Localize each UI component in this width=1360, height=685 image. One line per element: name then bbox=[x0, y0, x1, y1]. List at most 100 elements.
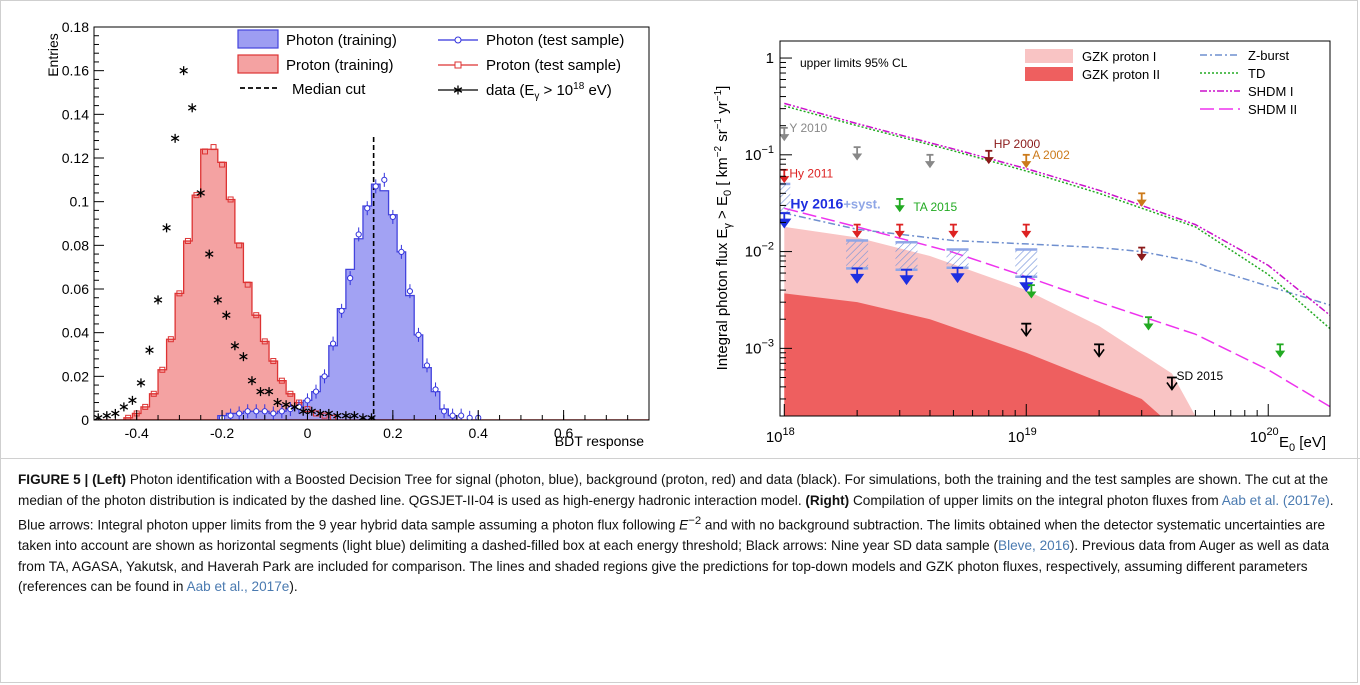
data-point-stroke bbox=[102, 412, 112, 419]
legend-swatch-photon-training bbox=[237, 29, 279, 49]
legend-label-photon-training: Photon (training) bbox=[286, 32, 397, 49]
model-line-td bbox=[784, 105, 1330, 330]
upper-limit-arrow bbox=[894, 198, 905, 213]
data-point bbox=[281, 400, 291, 410]
photon-test-point bbox=[458, 412, 465, 419]
proton-test-point bbox=[330, 414, 337, 420]
data-point bbox=[247, 376, 257, 386]
arrow-head bbox=[1275, 350, 1286, 358]
arrow-head bbox=[894, 205, 905, 213]
data-point-stroke bbox=[222, 312, 231, 319]
figure-divider bbox=[0, 458, 1360, 459]
proton-training-histogram bbox=[123, 148, 338, 420]
data-point-stroke bbox=[153, 297, 163, 303]
sd2015-limit-arrow bbox=[1166, 376, 1178, 391]
proton-test-point bbox=[150, 390, 157, 397]
legend-label-td: TD bbox=[1248, 66, 1265, 81]
right-ylabel: Integral photon flux Eγ > E0 [ km−2 sr−1… bbox=[713, 86, 734, 371]
photon-test-point bbox=[321, 373, 328, 380]
right-legend: GZK proton I GZK proton II Z-burst TD SHDM I… bbox=[1025, 48, 1297, 117]
upper-limit-arrow bbox=[1026, 284, 1037, 299]
upper-limit-arrow bbox=[1021, 153, 1032, 169]
legend-label-gzk-proton-ii: GZK proton II bbox=[1082, 67, 1160, 82]
caption-right-text-5: ). bbox=[289, 579, 298, 595]
photon-test-point bbox=[423, 362, 431, 369]
figure-caption: FIGURE 5 | (Left) Photon identification … bbox=[18, 470, 1343, 598]
data-point bbox=[316, 408, 325, 418]
legend-label-proton-training: Proton (training) bbox=[286, 57, 394, 74]
proton-test-point bbox=[219, 161, 226, 168]
data-point bbox=[179, 66, 188, 76]
data-point bbox=[350, 411, 359, 420]
proton-test-point bbox=[287, 390, 294, 397]
legend-marker-data bbox=[453, 87, 463, 93]
data-point bbox=[170, 133, 180, 143]
right-x-tick-label: 1019 bbox=[1008, 426, 1037, 446]
photon-test-point bbox=[440, 408, 448, 415]
legend-swatch-proton-training bbox=[237, 54, 279, 74]
left-x-tick-label: 0.4 bbox=[468, 425, 488, 441]
formula-base: E bbox=[679, 517, 689, 533]
proton-test-point bbox=[278, 377, 285, 384]
upper-limit-arrow bbox=[1021, 223, 1032, 238]
proton-test-point bbox=[176, 290, 183, 297]
photon-test-point bbox=[355, 231, 362, 238]
reference-link-aab-2017e[interactable]: Aab et al. (2017e) bbox=[1221, 492, 1330, 508]
figure-label: FIGURE 5 | bbox=[18, 472, 89, 487]
data-point-stroke bbox=[264, 388, 274, 395]
left-y-tick-label: 0.16 bbox=[62, 63, 89, 79]
data-point-stroke bbox=[196, 190, 205, 196]
left-y-tick-label: 0.14 bbox=[62, 106, 89, 122]
right-y-tick-label: 10−3 bbox=[745, 337, 774, 357]
hy2016-label: Hy 2016+syst. bbox=[790, 195, 880, 211]
data-point-stroke bbox=[230, 342, 240, 349]
arrow-head bbox=[780, 218, 792, 229]
model-line-shdm-ii bbox=[784, 207, 1330, 408]
left-x-tick-label: -0.4 bbox=[125, 425, 149, 441]
arrow-head bbox=[852, 230, 863, 238]
data-point-stroke bbox=[119, 404, 129, 410]
upper-limit-arrow bbox=[894, 223, 905, 238]
hy2016-syst-box bbox=[846, 240, 869, 269]
caption-right-text-3: and with no background subtraction. The … bbox=[18, 517, 1326, 554]
proton-test-point bbox=[167, 336, 174, 343]
reference-link-bleve-2016[interactable]: Bleve, 2016 bbox=[998, 538, 1070, 554]
data-point-stroke bbox=[170, 135, 180, 142]
data-point-stroke bbox=[273, 399, 282, 406]
legend-label-photon-test: Photon (test sample) bbox=[486, 32, 624, 49]
proton-test-point bbox=[210, 144, 217, 151]
photon-test-point bbox=[347, 274, 354, 282]
proton-test-point bbox=[125, 414, 132, 420]
upper-limit-arrow bbox=[1143, 316, 1154, 331]
proton-test-point bbox=[184, 237, 191, 244]
data-point-stroke bbox=[205, 251, 214, 257]
legend-label-proton-test: Proton (test sample) bbox=[486, 57, 621, 74]
limit-label: HP 2000 bbox=[994, 137, 1041, 151]
left-x-tick-label: 0 bbox=[304, 425, 312, 441]
data-point bbox=[136, 378, 146, 388]
arrow-head bbox=[1026, 291, 1037, 299]
legend-label-z-burst: Z-burst bbox=[1248, 48, 1290, 63]
hy2016-limit-arrow bbox=[950, 266, 965, 284]
photon-test-point bbox=[244, 408, 251, 415]
model-line-z-burst bbox=[784, 212, 1330, 306]
data-point-stroke bbox=[256, 388, 265, 395]
legend-swatch-gzk-proton-i bbox=[1025, 49, 1073, 63]
upper-limit-arrow bbox=[852, 223, 863, 238]
reference-link-aab-2017e-b[interactable]: Aab et al., 2017e bbox=[186, 579, 290, 595]
caption-left-heading: (Left) bbox=[92, 472, 127, 487]
arrow-head bbox=[1136, 199, 1147, 207]
data-point-stroke bbox=[247, 377, 257, 384]
upper-limit-arrow bbox=[1136, 192, 1147, 207]
left-y-tick-label: 0.06 bbox=[62, 281, 89, 297]
data-point bbox=[290, 402, 299, 412]
data-point-stroke bbox=[162, 225, 171, 231]
data-point-stroke bbox=[239, 353, 248, 360]
photon-test-point bbox=[287, 405, 294, 413]
photon-test-point bbox=[278, 408, 285, 415]
limit-label: A 2002 bbox=[1032, 148, 1070, 162]
data-point bbox=[230, 341, 240, 351]
left-y-tick-label: 0.04 bbox=[62, 325, 89, 341]
arrow-head bbox=[924, 161, 936, 169]
photon-test-point bbox=[312, 388, 320, 395]
